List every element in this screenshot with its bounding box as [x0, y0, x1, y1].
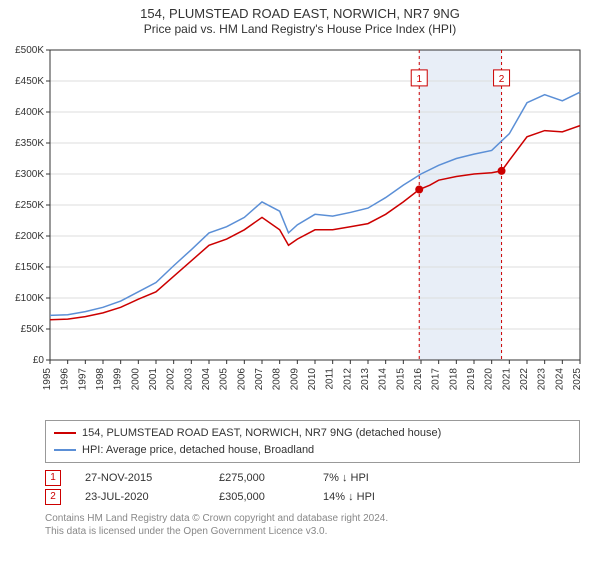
sale-price: £275,000 — [219, 469, 299, 488]
svg-text:2005: 2005 — [219, 368, 230, 391]
sale-date: 27-NOV-2015 — [85, 469, 195, 488]
sale-delta: 14% ↓ HPI — [323, 488, 413, 507]
svg-text:£100K: £100K — [15, 293, 44, 304]
price-chart: £0 £50K £100K £150K £200K £250K £300K £350K £400… — [0, 42, 600, 412]
svg-text:2015: 2015 — [395, 368, 406, 391]
svg-text:2023: 2023 — [537, 368, 548, 391]
svg-text:2016: 2016 — [413, 368, 424, 391]
svg-text:2024: 2024 — [554, 368, 565, 391]
svg-text:£300K: £300K — [15, 169, 44, 180]
svg-text:1999: 1999 — [113, 368, 124, 391]
svg-text:2018: 2018 — [448, 368, 459, 391]
svg-text:2007: 2007 — [254, 368, 265, 391]
svg-text:2011: 2011 — [325, 368, 336, 390]
svg-text:1996: 1996 — [60, 368, 71, 391]
chart-subtitle: Price paid vs. HM Land Registry's House … — [0, 22, 600, 36]
sale-price: £305,000 — [219, 488, 299, 507]
sale-row: 1 27-NOV-2015 £275,000 7% ↓ HPI — [45, 469, 580, 488]
svg-text:2008: 2008 — [272, 368, 283, 391]
svg-text:£50K: £50K — [21, 324, 45, 335]
footer: Contains HM Land Registry data © Crown c… — [45, 512, 580, 538]
svg-text:2012: 2012 — [342, 368, 353, 391]
svg-text:2009: 2009 — [289, 368, 300, 391]
svg-text:1997: 1997 — [77, 368, 88, 391]
svg-text:£350K: £350K — [15, 138, 44, 149]
svg-text:2002: 2002 — [166, 368, 177, 391]
svg-text:£250K: £250K — [15, 200, 44, 211]
svg-text:2021: 2021 — [501, 368, 512, 391]
svg-text:£0: £0 — [33, 355, 45, 366]
svg-text:1995: 1995 — [42, 368, 53, 391]
svg-text:2022: 2022 — [519, 368, 530, 391]
sale-delta: 7% ↓ HPI — [323, 469, 413, 488]
chart-area: £0 £50K £100K £150K £200K £250K £300K £350K £400… — [0, 42, 600, 412]
svg-text:£400K: £400K — [15, 107, 44, 118]
svg-text:2010: 2010 — [307, 368, 318, 391]
svg-text:2006: 2006 — [236, 368, 247, 391]
svg-text:£150K: £150K — [15, 262, 44, 273]
svg-text:1998: 1998 — [95, 368, 106, 391]
sale-badge-1: 1 — [45, 470, 61, 486]
legend-swatch-blue — [54, 449, 76, 451]
svg-text:2000: 2000 — [130, 368, 141, 391]
svg-text:2017: 2017 — [431, 368, 442, 391]
svg-text:£450K: £450K — [15, 76, 44, 87]
footer-line-2: This data is licensed under the Open Gov… — [45, 525, 580, 538]
legend-label-blue: HPI: Average price, detached house, Broa… — [82, 442, 314, 459]
svg-text:2013: 2013 — [360, 368, 371, 391]
svg-text:2004: 2004 — [201, 368, 212, 391]
legend-row-red: 154, PLUMSTEAD ROAD EAST, NORWICH, NR7 9… — [54, 425, 571, 442]
svg-text:1: 1 — [416, 74, 422, 85]
svg-text:2025: 2025 — [572, 368, 583, 391]
sale-badge-2: 2 — [45, 489, 61, 505]
svg-text:2003: 2003 — [183, 368, 194, 391]
svg-text:2: 2 — [499, 74, 505, 85]
svg-text:2020: 2020 — [484, 368, 495, 391]
svg-text:2014: 2014 — [378, 368, 389, 391]
chart-title: 154, PLUMSTEAD ROAD EAST, NORWICH, NR7 9… — [0, 6, 600, 21]
svg-text:2001: 2001 — [148, 368, 159, 391]
svg-text:£200K: £200K — [15, 231, 44, 242]
legend: 154, PLUMSTEAD ROAD EAST, NORWICH, NR7 9… — [45, 420, 580, 463]
svg-text:2019: 2019 — [466, 368, 477, 391]
svg-text:£500K: £500K — [15, 45, 44, 56]
footer-line-1: Contains HM Land Registry data © Crown c… — [45, 512, 580, 525]
legend-swatch-red — [54, 432, 76, 434]
sale-date: 23-JUL-2020 — [85, 488, 195, 507]
legend-label-red: 154, PLUMSTEAD ROAD EAST, NORWICH, NR7 9… — [82, 425, 441, 442]
sale-row: 2 23-JUL-2020 £305,000 14% ↓ HPI — [45, 488, 580, 507]
legend-row-blue: HPI: Average price, detached house, Broa… — [54, 442, 571, 459]
sales-table: 1 27-NOV-2015 £275,000 7% ↓ HPI 2 23-JUL… — [45, 469, 580, 506]
